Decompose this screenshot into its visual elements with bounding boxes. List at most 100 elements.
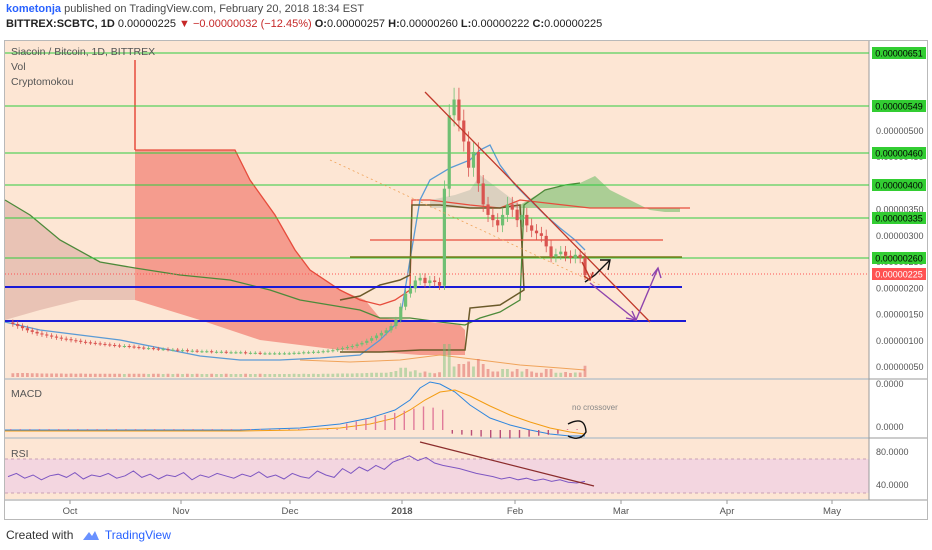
candle-body bbox=[210, 351, 214, 353]
macd-line bbox=[5, 381, 585, 437]
volume-bar bbox=[452, 366, 456, 377]
volume-bar bbox=[93, 373, 97, 377]
time-tick: Nov bbox=[173, 506, 190, 517]
price-tick: 0.00000350 bbox=[876, 205, 924, 215]
price-tick: 0.00000100 bbox=[876, 336, 924, 346]
volume-bar bbox=[476, 359, 480, 377]
candle-body bbox=[156, 348, 160, 350]
candle-body bbox=[311, 351, 316, 353]
macd-hist-bar bbox=[19, 429, 21, 430]
candle-body bbox=[98, 343, 102, 345]
candle-body bbox=[399, 306, 403, 320]
macd-hist-bar bbox=[250, 429, 252, 430]
price-tick: 0.00000500 bbox=[876, 126, 924, 136]
time-tick: Apr bbox=[720, 506, 735, 517]
volume-bar bbox=[282, 374, 286, 377]
candle-body bbox=[103, 343, 107, 345]
macd-hist-bar bbox=[240, 429, 242, 430]
tradingview-link[interactable]: TradingView bbox=[104, 528, 171, 542]
last-price: 0.00000225 bbox=[117, 18, 176, 30]
volume-bar bbox=[103, 373, 107, 377]
candle-body bbox=[122, 346, 126, 348]
author-link[interactable]: kometonja bbox=[6, 3, 62, 15]
level-lines bbox=[5, 52, 869, 259]
macd-hist-bar bbox=[509, 430, 511, 439]
rsi-line bbox=[7, 455, 586, 484]
level-tag-bg bbox=[872, 147, 926, 159]
macd-hist-bar bbox=[67, 429, 69, 430]
macd-hist-bar bbox=[259, 429, 261, 430]
volume-bar bbox=[195, 373, 199, 377]
candle-body bbox=[171, 349, 175, 351]
macd-hist-bar bbox=[538, 430, 540, 436]
candle-body bbox=[520, 214, 524, 221]
macd-hist-bar bbox=[480, 430, 482, 437]
macd-label: MACD bbox=[11, 388, 42, 400]
volume-bar bbox=[350, 373, 354, 377]
cloud-grey bbox=[430, 175, 520, 208]
volume-bar bbox=[413, 370, 417, 377]
candle-body bbox=[268, 353, 272, 355]
volume-bar bbox=[564, 372, 568, 377]
volume-bar bbox=[467, 361, 471, 377]
volume-bar bbox=[292, 373, 296, 377]
volume-bar bbox=[161, 374, 165, 377]
macd-hist-bar bbox=[163, 429, 165, 430]
candle-body bbox=[253, 352, 257, 354]
level-tag: 0.00000651 bbox=[875, 49, 923, 59]
volume-bar bbox=[389, 372, 393, 377]
candle-body bbox=[69, 339, 73, 341]
volume-bar bbox=[118, 373, 121, 377]
macd-hist-bar bbox=[499, 430, 501, 439]
candle-body bbox=[539, 233, 543, 236]
volume-bar bbox=[409, 371, 412, 377]
candle-body bbox=[544, 235, 548, 247]
volume-bar bbox=[234, 374, 238, 377]
open-label: O: bbox=[314, 18, 327, 30]
arrow-red-down bbox=[581, 261, 591, 279]
volume-bar bbox=[64, 373, 68, 377]
symbol-label: BITTREX:SCBTC, 1D bbox=[6, 18, 115, 30]
candle-body bbox=[568, 255, 573, 258]
cloud-bearish-left bbox=[5, 200, 135, 320]
volume-bar bbox=[525, 369, 529, 377]
volume-bar bbox=[205, 374, 209, 377]
candle-body bbox=[185, 350, 190, 352]
volume-bar bbox=[462, 364, 466, 377]
high-value: 0.00000260 bbox=[399, 18, 458, 30]
macd-annotation: no crossover bbox=[572, 403, 618, 412]
candle-body bbox=[471, 151, 476, 168]
trendline-red bbox=[424, 91, 651, 323]
candle-body bbox=[384, 330, 388, 333]
candle-body bbox=[108, 344, 112, 346]
candle-body bbox=[248, 352, 253, 354]
level-tag: 0.00000400 bbox=[875, 181, 923, 191]
volume-bar bbox=[25, 373, 29, 377]
volume-bar bbox=[442, 344, 446, 377]
price-level-tags: 0.00000651 0.00000549 0.00000460 0.00000400… bbox=[872, 47, 926, 264]
candle-body bbox=[277, 353, 282, 355]
macd-hist-bar bbox=[365, 419, 367, 430]
candle-body bbox=[25, 328, 29, 331]
macd-hist-bar bbox=[10, 429, 12, 430]
candle-body bbox=[467, 141, 471, 168]
indicator-label: Cryptomokou bbox=[11, 76, 74, 88]
candle-body bbox=[394, 319, 398, 327]
candle-body bbox=[481, 183, 485, 205]
macd-hist-bar bbox=[298, 429, 300, 430]
candle-body bbox=[263, 353, 267, 355]
candle-body bbox=[200, 351, 204, 353]
tenkan-line bbox=[135, 149, 690, 306]
volume-bar bbox=[108, 373, 112, 377]
candle-body bbox=[59, 337, 63, 339]
candle-body bbox=[16, 323, 20, 327]
candle-body bbox=[500, 214, 505, 226]
candle-body bbox=[418, 277, 422, 281]
volume-bar bbox=[229, 374, 233, 377]
time-tick: Oct bbox=[63, 506, 78, 517]
high-label: H: bbox=[388, 18, 400, 30]
macd-hist-bar bbox=[278, 429, 281, 430]
macd-hist-bar bbox=[422, 406, 425, 430]
macd-hist-bar bbox=[317, 429, 319, 430]
